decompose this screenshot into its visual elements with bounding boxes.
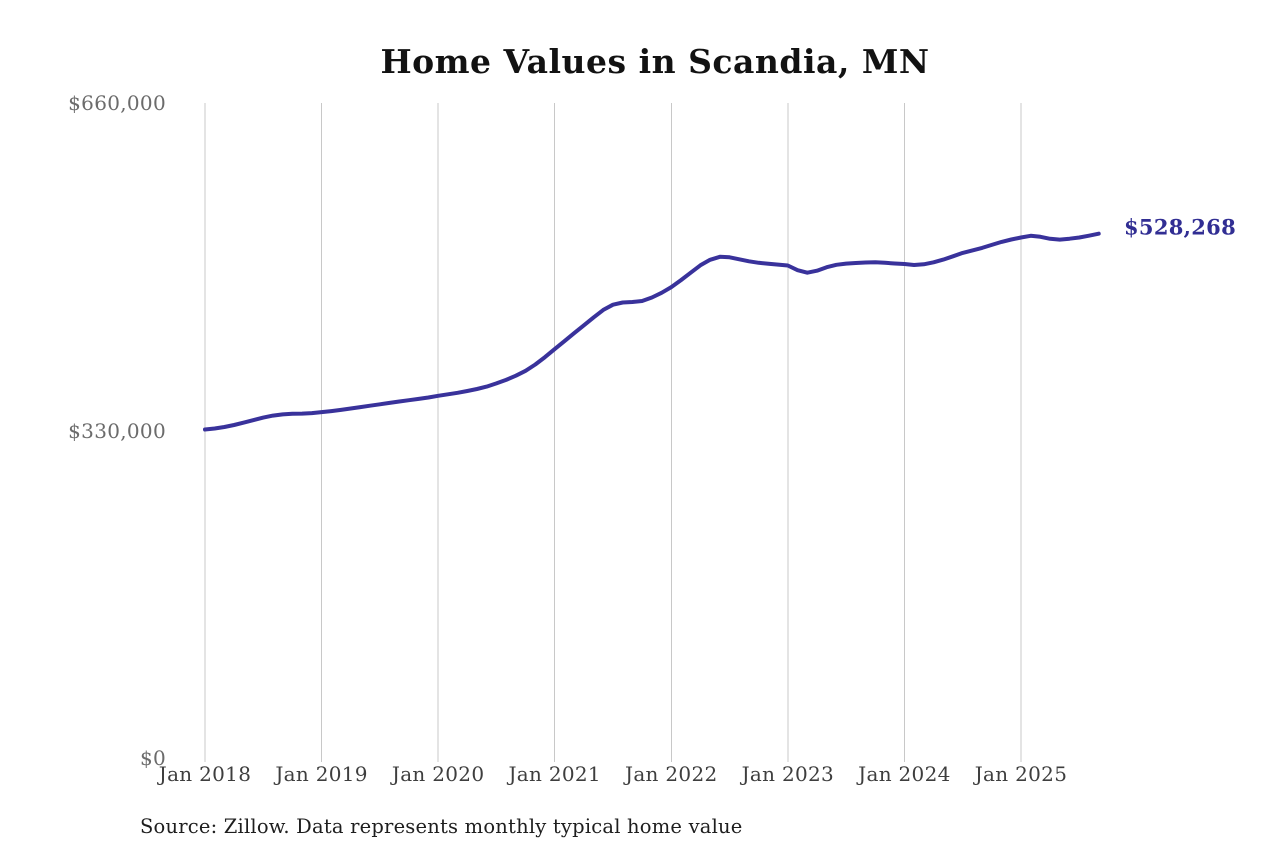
- y-axis-tick-label: $330,000: [68, 418, 166, 443]
- x-axis-tick-label: Jan 2024: [858, 762, 951, 786]
- latest-value-label: $528,268: [1124, 214, 1236, 240]
- source-note: Source: Zillow. Data represents monthly …: [140, 815, 743, 838]
- gridlines-group: [204, 103, 1022, 762]
- x-axis-tick-label: Jan 2023: [741, 762, 835, 786]
- x-axis-tick-label: Jan 2020: [391, 762, 485, 786]
- chart-title: Home Values in Scandia, MN: [380, 42, 930, 81]
- y-axis-tick-label: $0: [139, 746, 166, 770]
- x-axis-tick-label: Jan 2021: [508, 762, 601, 786]
- x-axis-tick-label: Jan 2022: [625, 762, 718, 786]
- x-axis-tick-label: Jan 2025: [974, 762, 1068, 786]
- x-axis-tick-label: Jan 2018: [158, 762, 252, 786]
- x-axis-tick-label: Jan 2019: [275, 762, 368, 786]
- y-axis-tick-label: $660,000: [68, 91, 166, 115]
- value-line: [203, 231, 1101, 432]
